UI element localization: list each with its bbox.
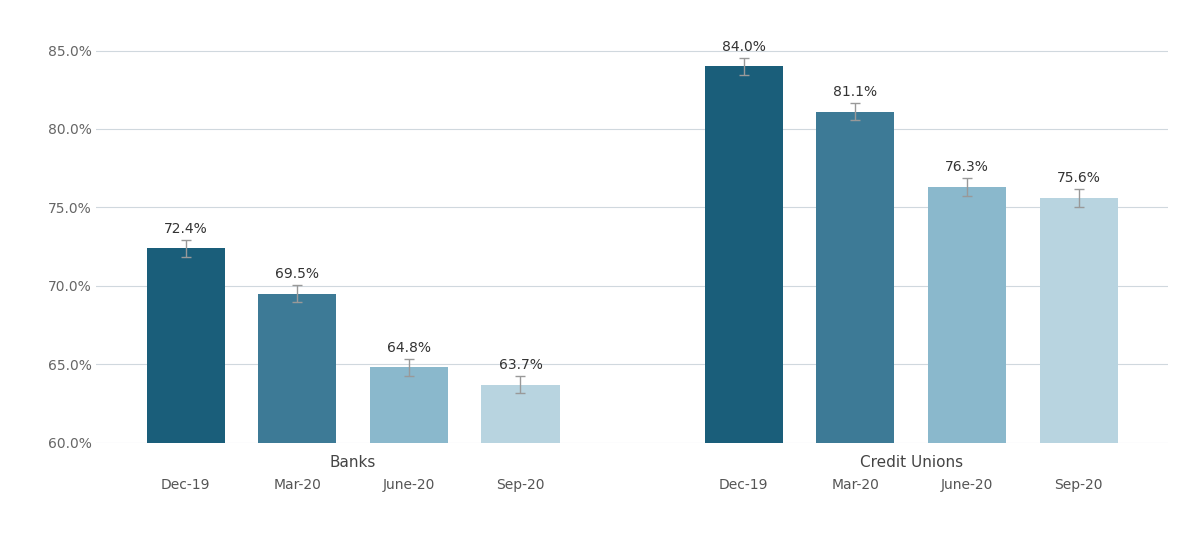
Bar <box>928 187 1007 443</box>
Text: 63.7%: 63.7% <box>498 358 543 372</box>
Bar <box>147 248 225 443</box>
Text: 76.3%: 76.3% <box>945 160 988 174</box>
Text: 75.6%: 75.6% <box>1057 172 1100 185</box>
Text: 81.1%: 81.1% <box>833 85 878 99</box>
Text: 64.8%: 64.8% <box>386 341 431 355</box>
Text: 72.4%: 72.4% <box>164 222 207 235</box>
Text: 69.5%: 69.5% <box>276 267 319 281</box>
Text: 84.0%: 84.0% <box>721 39 766 53</box>
Bar <box>258 294 336 443</box>
Bar <box>704 66 783 443</box>
Bar <box>370 368 448 443</box>
Bar <box>1039 198 1117 443</box>
Text: Banks: Banks <box>330 455 376 470</box>
Bar <box>482 384 560 443</box>
Bar <box>816 112 895 443</box>
Text: Credit Unions: Credit Unions <box>860 455 963 470</box>
